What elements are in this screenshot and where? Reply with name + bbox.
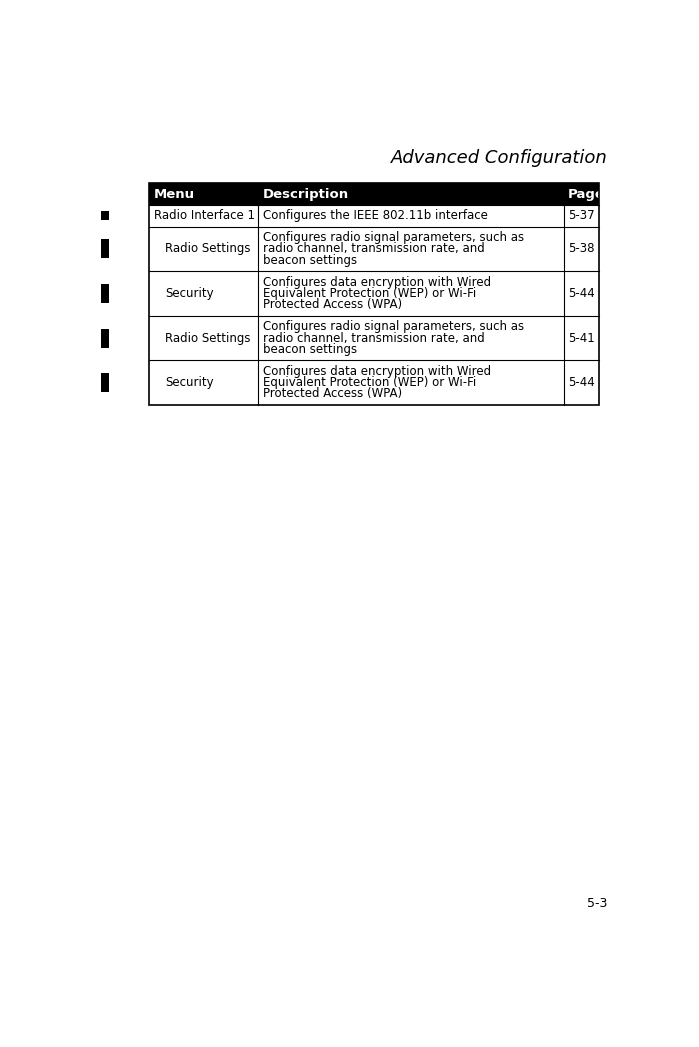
Text: Radio Settings: Radio Settings (165, 332, 250, 344)
Bar (101, 284, 109, 303)
Text: 5-37: 5-37 (568, 209, 595, 222)
Text: Configures radio signal parameters, such as: Configures radio signal parameters, such… (263, 231, 524, 244)
Bar (150, 183, 599, 405)
Text: 5-44: 5-44 (568, 376, 595, 389)
Text: Page: Page (568, 187, 605, 201)
Text: Advanced Configuration: Advanced Configuration (391, 149, 607, 166)
Text: 5-41: 5-41 (568, 332, 595, 344)
Bar (101, 211, 109, 220)
Text: Configures the IEEE 802.11b interface: Configures the IEEE 802.11b interface (263, 209, 487, 222)
Text: Configures radio signal parameters, such as: Configures radio signal parameters, such… (263, 320, 524, 334)
Text: Security: Security (165, 376, 213, 389)
Text: Description: Description (263, 187, 349, 201)
Text: radio channel, transmission rate, and: radio channel, transmission rate, and (263, 332, 484, 344)
Text: Menu: Menu (154, 187, 195, 201)
Text: 5-38: 5-38 (568, 242, 594, 255)
Bar (150, 183, 599, 205)
Text: Configures data encryption with Wired: Configures data encryption with Wired (263, 365, 491, 378)
Text: Radio Settings: Radio Settings (165, 242, 250, 255)
Text: beacon settings: beacon settings (263, 342, 356, 356)
Text: Radio Interface 1: Radio Interface 1 (154, 209, 255, 222)
Text: Protected Access (WPA): Protected Access (WPA) (263, 387, 402, 401)
Text: Security: Security (165, 287, 213, 300)
Text: radio channel, transmission rate, and: radio channel, transmission rate, and (263, 242, 484, 255)
Text: Protected Access (WPA): Protected Access (WPA) (263, 298, 402, 311)
Text: 5-3: 5-3 (587, 897, 607, 910)
Bar (101, 374, 109, 393)
Text: Configures data encryption with Wired: Configures data encryption with Wired (263, 275, 491, 289)
Bar (101, 329, 109, 348)
Text: beacon settings: beacon settings (263, 253, 356, 267)
Bar (101, 240, 109, 259)
Text: Equivalent Protection (WEP) or Wi-Fi: Equivalent Protection (WEP) or Wi-Fi (263, 287, 476, 300)
Text: 5-44: 5-44 (568, 287, 595, 300)
Text: Equivalent Protection (WEP) or Wi-Fi: Equivalent Protection (WEP) or Wi-Fi (263, 376, 476, 389)
